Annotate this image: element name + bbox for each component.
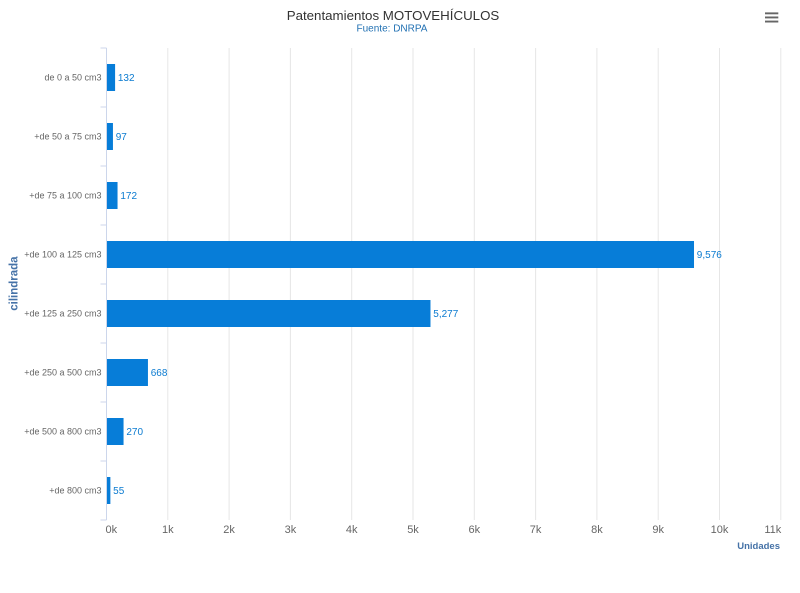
svg-text:3k: 3k (285, 524, 297, 536)
svg-text:+de 50 a 75 cm3: +de 50 a 75 cm3 (34, 132, 101, 142)
svg-text:+de 800 cm3: +de 800 cm3 (49, 486, 101, 496)
svg-text:+de 250 a 500 cm3: +de 250 a 500 cm3 (24, 368, 101, 378)
svg-text:Unidades: Unidades (737, 541, 780, 552)
svg-text:270: 270 (126, 427, 143, 438)
svg-text:9k: 9k (652, 524, 664, 536)
svg-text:de 0 a 50 cm3: de 0 a 50 cm3 (44, 73, 101, 83)
svg-text:1k: 1k (162, 524, 174, 536)
svg-text:5k: 5k (407, 524, 419, 536)
svg-text:55: 55 (113, 486, 125, 497)
svg-text:172: 172 (120, 191, 137, 202)
svg-text:cilindrada: cilindrada (9, 256, 21, 311)
svg-text:11k: 11k (764, 524, 781, 536)
svg-text:Patentamientos MOTOVEHÍCULOS: Patentamientos MOTOVEHÍCULOS (287, 8, 500, 23)
svg-text:9,576: 9,576 (697, 250, 722, 261)
svg-text:4k: 4k (346, 524, 358, 536)
svg-text:+de 75 a 100 cm3: +de 75 a 100 cm3 (29, 191, 101, 201)
svg-text:132: 132 (118, 73, 135, 84)
svg-text:7k: 7k (530, 524, 542, 536)
svg-text:10k: 10k (711, 524, 729, 536)
svg-text:8k: 8k (591, 524, 603, 536)
svg-text:668: 668 (151, 368, 168, 379)
svg-text:2k: 2k (223, 524, 235, 536)
svg-text:+de 500 a 800 cm3: +de 500 a 800 cm3 (24, 427, 101, 437)
svg-text:+de 125 a 250 cm3: +de 125 a 250 cm3 (24, 309, 101, 319)
svg-text:5,277: 5,277 (433, 309, 458, 320)
svg-text:97: 97 (116, 132, 128, 143)
svg-text:0k: 0k (106, 524, 118, 536)
svg-text:Fuente: DNRPA: Fuente: DNRPA (357, 24, 428, 35)
svg-text:+de 100 a 125 cm3: +de 100 a 125 cm3 (24, 250, 101, 260)
svg-text:6k: 6k (468, 524, 480, 536)
